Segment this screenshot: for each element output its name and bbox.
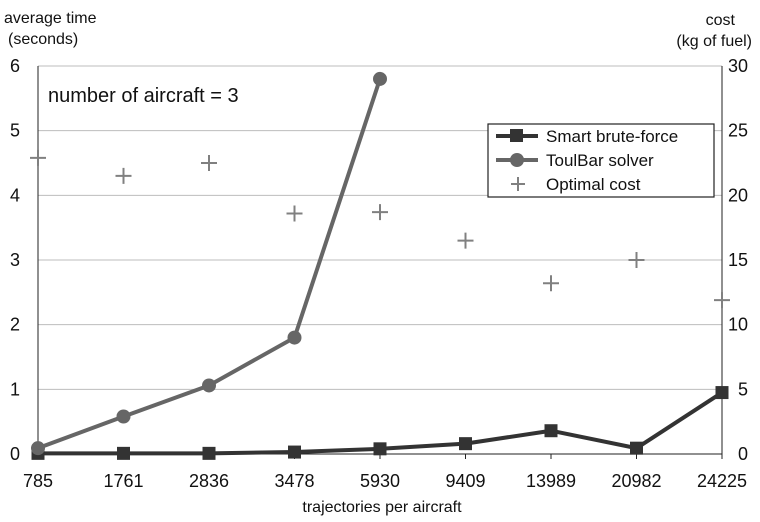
x-tick-label: 3478: [274, 471, 314, 491]
x-axis-title: trajectories per aircraft: [302, 499, 462, 516]
data-point-optimal-cost: [372, 204, 388, 221]
data-point-optimal-cost: [543, 275, 559, 292]
legend-marker-optimal-cost: [511, 177, 525, 191]
x-tick-labels: 785 1761 2836 3478 5930 9409 13989 20982 24225: [23, 471, 747, 491]
data-point-smart-brute-force: [459, 437, 472, 451]
right-tick-label: 0: [738, 444, 748, 464]
left-axis-title-line2: (seconds): [8, 31, 78, 48]
data-point-optimal-cost: [628, 252, 645, 268]
data-point-smart-brute-force: [715, 386, 729, 400]
left-tick-label: 6: [10, 56, 20, 76]
data-point-smart-brute-force: [202, 446, 216, 460]
x-tick-label: 5930: [360, 471, 400, 491]
x-tick-label: 1761: [103, 471, 143, 491]
data-point-optimal-cost: [457, 232, 474, 249]
data-point-toulbar-solver: [31, 441, 45, 456]
data-point-optimal-cost: [115, 167, 132, 184]
data-point-toulbar-solver: [202, 378, 216, 393]
data-point-smart-brute-force: [373, 442, 387, 456]
data-point-smart-brute-force: [630, 441, 643, 455]
legend-label-optimal-cost: Optimal cost: [546, 175, 641, 194]
x-tick-label: 785: [23, 471, 53, 491]
x-tick-label: 24225: [697, 471, 747, 491]
left-tick-label: 4: [10, 185, 20, 205]
right-tick-label: 15: [728, 250, 748, 270]
left-tick-label: 3: [10, 250, 20, 270]
data-point-smart-brute-force: [544, 424, 558, 438]
data-point-toulbar-solver: [116, 409, 131, 424]
right-tick-label: 30: [728, 56, 748, 76]
data-point-smart-brute-force: [117, 446, 130, 460]
x-tick-label: 2836: [189, 471, 229, 491]
x-tick-label: 9409: [445, 471, 485, 491]
right-axis-title-line1: cost: [706, 12, 736, 29]
left-axis-title-line1: average time: [4, 10, 97, 27]
left-tick-label: 5: [10, 121, 20, 141]
chart-annotation: number of aircraft = 3: [48, 85, 239, 107]
right-tick-label: 10: [728, 315, 748, 335]
x-tick-label: 20982: [611, 471, 661, 491]
legend-label-smart-brute-force: Smart brute-force: [546, 127, 678, 146]
legend: Smart brute-force ToulBar solver Optimal…: [487, 123, 715, 198]
legend-marker-smart-brute-force: [510, 129, 523, 142]
data-point-optimal-cost: [30, 149, 46, 166]
data-point-smart-brute-force: [288, 445, 301, 459]
legend-marker-toulbar-solver: [510, 153, 524, 167]
right-tick-labels: 0 5 10 15 20 25 30: [728, 56, 748, 464]
series-line-toulbar-solver: [37, 78, 382, 451]
left-tick-label: 2: [10, 315, 20, 335]
right-tick-label: 5: [738, 379, 748, 399]
right-tick-label: 25: [728, 121, 748, 141]
data-point-optimal-cost: [201, 155, 217, 171]
right-tick-label: 20: [728, 185, 748, 205]
legend-label-toulbar-solver: ToulBar solver: [546, 151, 654, 170]
gridlines: [38, 65, 722, 455]
right-axis-title-line2: (kg of fuel): [676, 33, 752, 50]
data-point-toulbar-solver: [287, 330, 302, 345]
data-point-toulbar-solver: [373, 71, 387, 86]
data-point-optimal-cost: [714, 292, 730, 309]
data-point-optimal-cost: [286, 205, 303, 222]
left-tick-label: 1: [10, 379, 20, 399]
x-tick-label: 13989: [526, 471, 576, 491]
left-tick-labels: 0 1 2 3 4 5 6: [10, 56, 20, 464]
left-tick-label: 0: [10, 444, 20, 464]
plot-area: [30, 71, 730, 460]
